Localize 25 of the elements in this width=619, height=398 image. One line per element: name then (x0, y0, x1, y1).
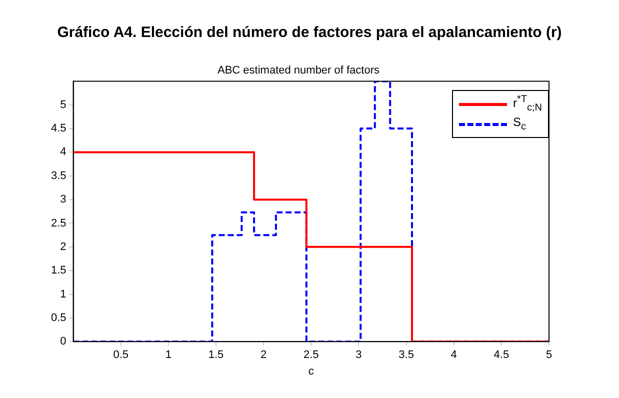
y-tick-label: 3 (60, 194, 66, 206)
y-tick-label: 2.5 (50, 217, 66, 230)
x-tick-label: 4.5 (494, 349, 510, 362)
x-tick-label: 2 (260, 349, 267, 362)
x-tick-label: 4 (450, 349, 457, 362)
y-tick-label: 0.5 (50, 312, 66, 324)
x-tick-label: 3.5 (398, 349, 414, 362)
legend-label: S$_{c}$ (513, 115, 526, 133)
y-tick-label: 1.5 (50, 264, 66, 277)
y-tick-label: 4 (60, 146, 66, 158)
chart-subtitle: ABC estimated number of factors (217, 64, 380, 77)
x-tick-label: 3 (356, 349, 362, 362)
x-tick-label: 5 (546, 349, 552, 362)
y-tick-label: 4.5 (50, 122, 66, 135)
x-tick-label: 0.5 (113, 349, 129, 362)
chart-title: Gráfico A4. Elección del número de factores para el apalancamiento (r) (56, 24, 563, 41)
y-tick-label: 5 (60, 98, 66, 111)
y-tick-label: 0 (60, 336, 66, 348)
x-axis-title: c (308, 365, 314, 378)
y-tick-label: 3.5 (50, 170, 66, 182)
x-tick-label: 1.5 (208, 349, 224, 362)
y-tick-label: 2 (60, 240, 66, 253)
y-tick-label: 1 (60, 288, 66, 300)
x-tick-label: 1 (165, 349, 172, 362)
x-tick-label: 2.5 (303, 349, 319, 362)
